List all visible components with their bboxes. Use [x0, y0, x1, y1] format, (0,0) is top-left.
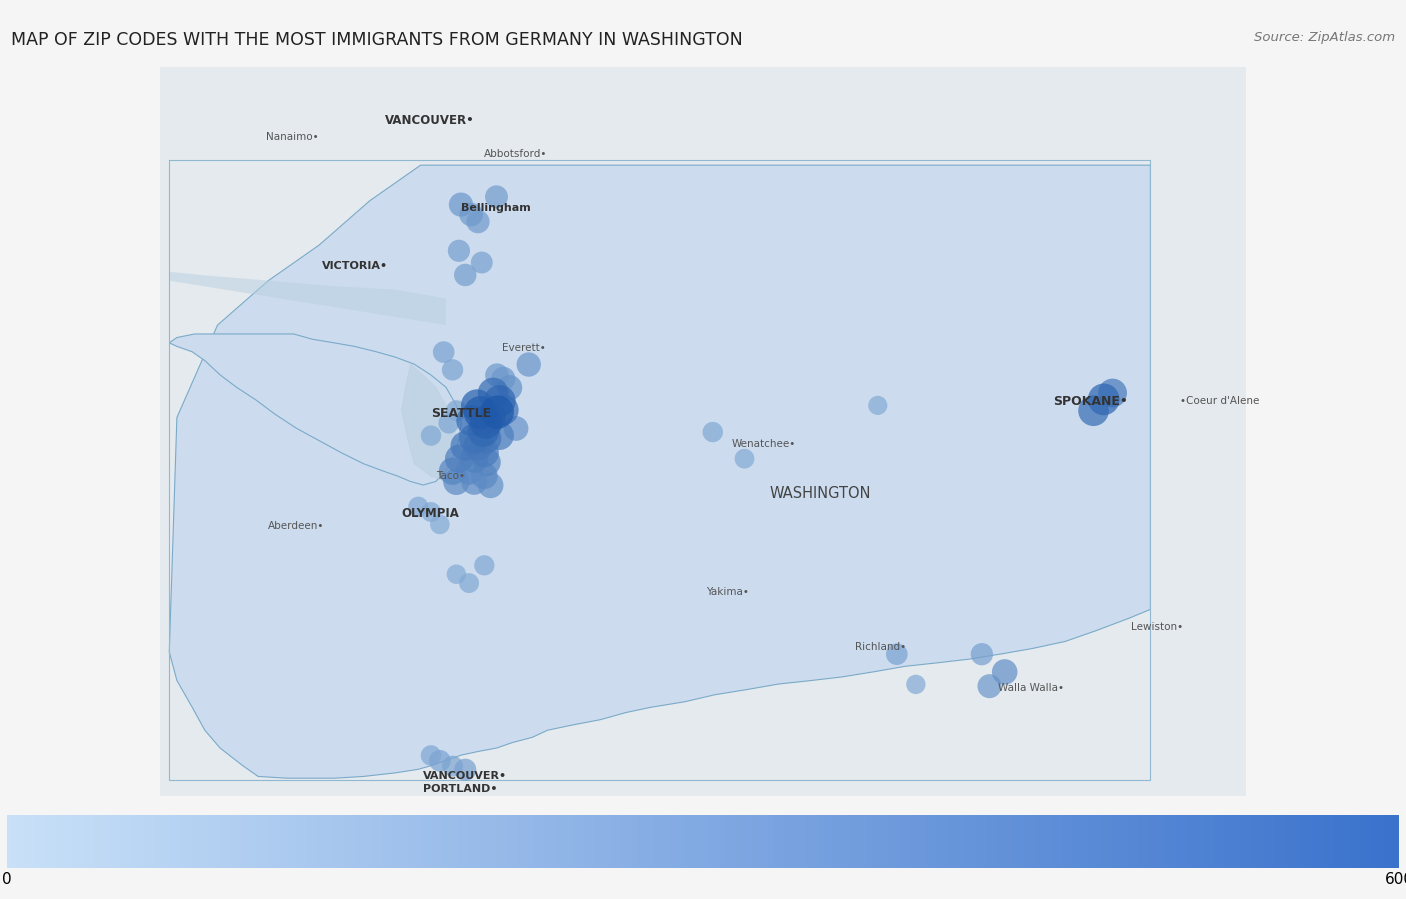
Text: •Coeur d'Alene: •Coeur d'Alene — [1180, 396, 1258, 406]
Text: Lewiston•: Lewiston• — [1132, 622, 1184, 632]
Text: Richland•: Richland• — [855, 642, 905, 652]
Text: Taco•: Taco• — [436, 471, 465, 481]
Point — [471, 255, 494, 270]
Point — [472, 558, 495, 573]
Text: MAP OF ZIP CODES WITH THE MOST IMMIGRANTS FROM GERMANY IN WASHINGTON: MAP OF ZIP CODES WITH THE MOST IMMIGRANT… — [11, 31, 742, 49]
Point — [447, 244, 470, 258]
Point — [1092, 392, 1115, 406]
Point — [420, 748, 443, 762]
Point — [461, 414, 484, 428]
Point — [866, 398, 889, 413]
Point — [472, 446, 495, 460]
Point — [488, 394, 510, 408]
Point — [429, 753, 451, 768]
Point — [482, 386, 505, 400]
Text: WASHINGTON: WASHINGTON — [769, 486, 872, 502]
Polygon shape — [169, 165, 1150, 779]
Text: PORTLAND•: PORTLAND• — [423, 784, 498, 794]
Point — [499, 380, 522, 395]
Point — [904, 677, 927, 691]
Point — [433, 345, 456, 360]
Point — [429, 517, 451, 531]
Point — [505, 422, 527, 436]
Point — [465, 398, 488, 413]
Point — [492, 403, 515, 417]
Polygon shape — [169, 271, 446, 325]
Point — [886, 647, 908, 662]
Text: VANCOUVER•: VANCOUVER• — [385, 114, 475, 128]
Point — [994, 664, 1017, 679]
Point — [454, 268, 477, 282]
Point — [446, 404, 468, 418]
Point — [437, 416, 460, 431]
Point — [734, 451, 756, 466]
Text: VICTORIA•: VICTORIA• — [322, 262, 388, 271]
Point — [475, 455, 498, 469]
Point — [458, 576, 481, 591]
Point — [458, 464, 481, 478]
Point — [463, 475, 485, 489]
Point — [463, 451, 485, 466]
Point — [472, 423, 495, 438]
Point — [475, 432, 498, 446]
Point — [1101, 386, 1123, 400]
Point — [446, 475, 468, 489]
Text: Yakima•: Yakima• — [706, 587, 749, 597]
Point — [463, 432, 485, 446]
Point — [441, 759, 464, 773]
Point — [454, 762, 477, 777]
Point — [702, 425, 724, 440]
Point — [472, 468, 495, 483]
Point — [485, 368, 508, 382]
Text: Source: ZipAtlas.com: Source: ZipAtlas.com — [1254, 31, 1395, 44]
Point — [1083, 404, 1105, 418]
Point — [454, 439, 477, 453]
Point — [486, 405, 509, 419]
Text: SPOKANE•: SPOKANE• — [1053, 395, 1128, 408]
Point — [479, 410, 502, 424]
Text: Everett•: Everett• — [502, 343, 546, 353]
Point — [492, 371, 515, 386]
Point — [408, 500, 430, 514]
Text: Abbotsford•: Abbotsford• — [484, 149, 547, 159]
Text: Aberdeen•: Aberdeen• — [269, 521, 325, 531]
Point — [441, 362, 464, 377]
Point — [485, 190, 508, 204]
Text: SEATTLE: SEATTLE — [430, 407, 491, 421]
Point — [970, 647, 993, 662]
Point — [488, 429, 510, 443]
Point — [460, 208, 482, 222]
Point — [441, 464, 464, 478]
Point — [470, 405, 492, 420]
Text: Nanaimo•: Nanaimo• — [266, 132, 318, 142]
Text: Wenatchee•: Wenatchee• — [731, 439, 796, 450]
Polygon shape — [169, 334, 461, 485]
Point — [446, 567, 468, 582]
Point — [450, 198, 472, 212]
Point — [467, 215, 489, 229]
Text: Walla Walla•: Walla Walla• — [998, 682, 1064, 692]
Text: VANCOUVER•: VANCOUVER• — [423, 771, 508, 781]
Point — [479, 478, 502, 493]
Polygon shape — [402, 364, 461, 482]
Point — [475, 415, 498, 430]
Text: Bellingham: Bellingham — [461, 203, 531, 213]
Text: OLYMPIA: OLYMPIA — [402, 507, 460, 520]
Point — [517, 357, 540, 371]
Point — [449, 451, 471, 466]
Point — [420, 429, 443, 443]
Point — [420, 505, 443, 520]
Point — [467, 439, 489, 453]
Point — [979, 679, 1001, 693]
